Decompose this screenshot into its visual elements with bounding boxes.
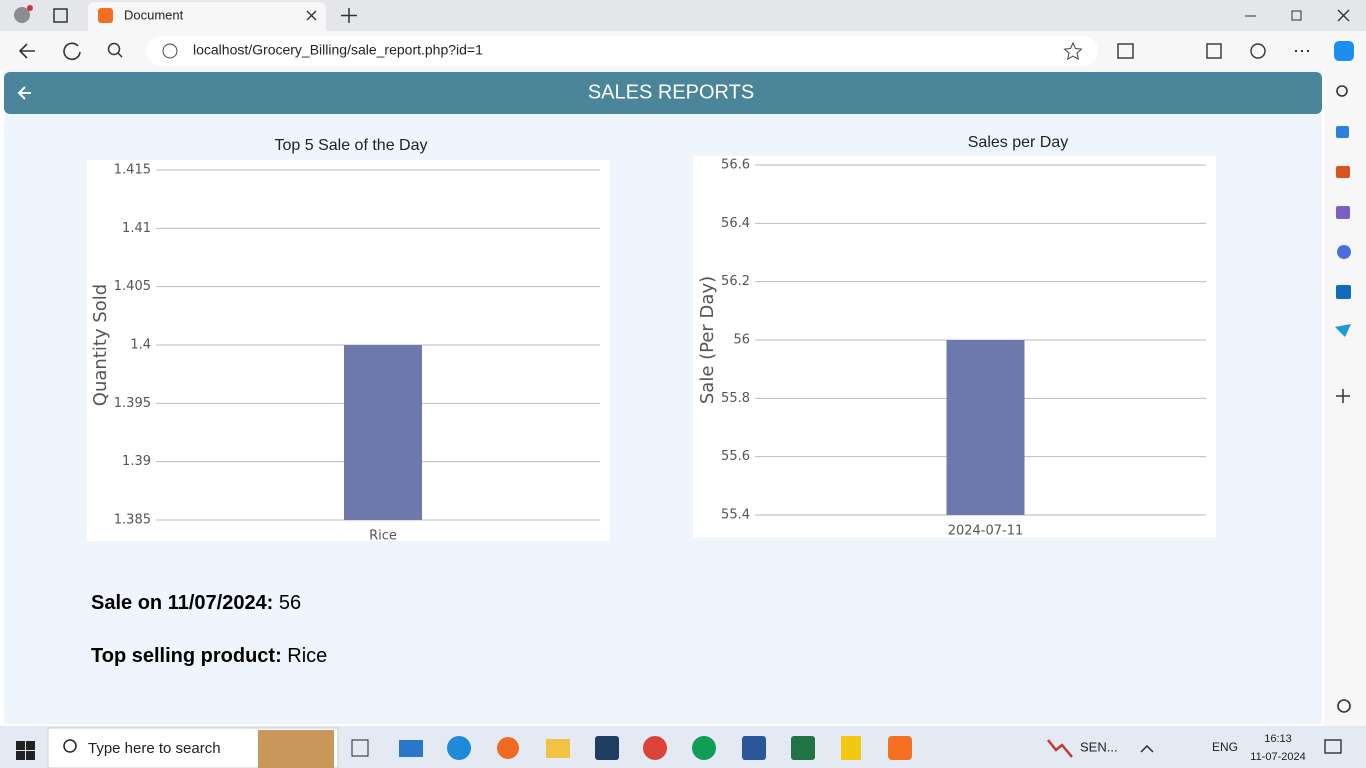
sidebar-settings[interactable] [1337, 699, 1351, 713]
y-tick-label: 56 [733, 333, 750, 348]
y-tick-label: 1.415 [114, 163, 151, 178]
site-info-icon[interactable] [162, 43, 178, 59]
summary-product: Top selling product: Rice [91, 645, 327, 667]
tab-actions-icon[interactable] [53, 8, 68, 23]
app-chrome-2[interactable] [692, 736, 716, 760]
back-button[interactable] [18, 43, 35, 59]
clock-time: 16:13 [1264, 733, 1292, 745]
extension-icon[interactable] [1250, 43, 1266, 59]
sidebar-games[interactable] [1336, 206, 1350, 219]
search-placeholder: Type here to search [88, 740, 221, 757]
summary-label: Sale on 11/07/2024: [91, 592, 273, 614]
favorite-icon[interactable] [1063, 41, 1083, 61]
app-word[interactable] [742, 736, 766, 760]
clock-date: 11-07-2024 [1250, 751, 1305, 763]
sidebar [1324, 70, 1366, 726]
url: localhost/Grocery_Billing/sale_report.ph… [193, 42, 483, 58]
tab-title: Document [124, 7, 184, 22]
collections-icon[interactable] [1206, 43, 1222, 59]
new-tab[interactable] [341, 8, 357, 23]
tray-app-icon[interactable] [1047, 739, 1073, 758]
search-icon [63, 739, 77, 753]
sidebar-m365[interactable] [1337, 245, 1351, 259]
active-tab[interactable] [88, 2, 326, 31]
y-tick-label: 55.4 [721, 508, 750, 523]
restore[interactable] [1291, 10, 1302, 21]
tray-app: SEN... [1080, 739, 1118, 754]
y-tick-label: 56.6 [721, 158, 750, 173]
y-tick-label: 1.39 [122, 454, 151, 469]
y-axis-label: Quantity Sold [90, 284, 111, 406]
app-terminal[interactable] [595, 736, 619, 760]
language: ENG [1212, 740, 1238, 754]
y-tick-label: 1.395 [114, 396, 151, 411]
app-powerbi[interactable] [841, 736, 861, 760]
summary-label: Top selling product: [91, 645, 282, 667]
y-tick-label: 55.6 [721, 449, 750, 464]
y-tick-label: 56.2 [721, 274, 750, 289]
y-axis-label: Sale (Per Day) [697, 276, 718, 404]
profile-icon[interactable] [14, 7, 30, 23]
app-mail[interactable] [399, 740, 423, 757]
search-highlight-image [258, 730, 334, 768]
refresh-button[interactable] [63, 42, 81, 61]
y-tick-label: 55.8 [721, 391, 750, 406]
chart-title: Sales per Day [968, 134, 1069, 151]
summary-value: Rice [287, 645, 327, 667]
search-button-handle [117, 52, 123, 58]
tab-favicon [98, 8, 113, 23]
task-view[interactable] [351, 739, 369, 757]
app-xampp[interactable] [888, 736, 912, 760]
bar [946, 340, 1025, 515]
sidebar-outlook[interactable] [1336, 285, 1351, 299]
header-title: SALES REPORTS [588, 81, 754, 103]
y-tick-label: 1.405 [114, 279, 151, 294]
address-bar[interactable] [146, 36, 1098, 66]
sidebar-send[interactable] [1335, 324, 1351, 337]
header-back[interactable] [17, 86, 31, 100]
notifications[interactable] [1324, 739, 1342, 754]
sidebar-search[interactable] [1336, 85, 1348, 97]
app-explorer[interactable] [546, 739, 570, 758]
copilot-icon[interactable] [1334, 41, 1354, 61]
bar [344, 345, 422, 520]
header-bar [4, 72, 1322, 114]
charts: Top 5 Sale of the Day Quantity Sold 1.385 1… [87, 134, 1216, 544]
split-icon[interactable] [1117, 43, 1134, 59]
profile-badge [27, 5, 33, 11]
sidebar-shopping[interactable] [1336, 126, 1349, 138]
tray-expand[interactable] [1140, 745, 1154, 753]
sidebar-tools[interactable] [1336, 166, 1350, 178]
y-tick-label: 56.4 [721, 216, 750, 231]
start-button[interactable] [16, 741, 35, 760]
tab-close[interactable] [306, 10, 317, 21]
app-chrome[interactable] [643, 736, 667, 760]
app-firefox[interactable] [497, 737, 519, 759]
x-tick-label: Rice [369, 529, 397, 544]
search-button[interactable] [107, 42, 121, 56]
sidebar-add[interactable] [1336, 389, 1350, 403]
app-excel[interactable] [791, 736, 815, 760]
close-window[interactable] [1337, 9, 1350, 22]
summary-value: 56 [279, 592, 301, 614]
summary-sale: Sale on 11/07/2024: 56 [91, 592, 301, 614]
chart-title: Top 5 Sale of the Day [275, 137, 428, 154]
y-tick-label: 1.41 [122, 221, 151, 236]
y-tick-label: 1.385 [114, 513, 151, 528]
app-edge[interactable] [447, 736, 471, 760]
y-tick-label: 1.4 [130, 338, 151, 353]
x-tick-label: 2024-07-11 [948, 524, 1024, 539]
